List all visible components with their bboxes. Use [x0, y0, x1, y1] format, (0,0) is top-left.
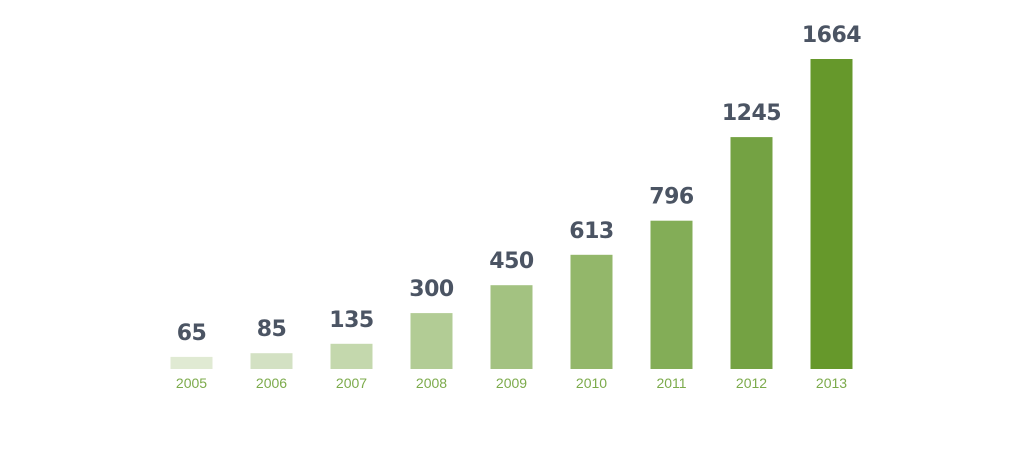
x-tick-label-2009: 2009 — [496, 375, 527, 391]
value-label-2009: 450 — [489, 249, 534, 274]
value-label-2008: 300 — [409, 277, 454, 302]
bar-2007 — [330, 343, 373, 369]
value-label-2005: 65 — [177, 321, 207, 346]
value-label-2006: 85 — [257, 317, 287, 342]
x-tick-label-2011: 2011 — [656, 375, 686, 391]
value-label-2011: 796 — [649, 185, 694, 210]
value-label-2013: 1664 — [802, 23, 861, 48]
x-tick-labels-group: 2005 2006 2007 2008 2009 2010 2011 2012 2013 — [176, 375, 847, 391]
x-tick-label-2005: 2005 — [176, 375, 207, 391]
bars-group — [170, 59, 853, 369]
value-labels-group: 65 85 135 300 450 613 796 1245 1664 — [177, 23, 862, 346]
x-tick-label-2006: 2006 — [256, 375, 287, 391]
x-tick-label-2007: 2007 — [336, 375, 367, 391]
x-tick-label-2013: 2013 — [816, 375, 847, 391]
bar-2011 — [650, 220, 693, 369]
bar-2013 — [810, 59, 853, 369]
x-tick-label-2010: 2010 — [576, 375, 607, 391]
bar-2006 — [250, 353, 293, 369]
value-label-2012: 1245 — [722, 101, 781, 126]
bar-2005 — [170, 356, 213, 369]
bar-2008 — [410, 313, 453, 369]
value-label-2010: 613 — [569, 219, 613, 244]
bar-2009 — [490, 285, 533, 369]
value-label-2007: 135 — [329, 308, 373, 333]
bar-2010 — [570, 254, 613, 369]
x-tick-label-2008: 2008 — [416, 375, 447, 391]
x-tick-label-2012: 2012 — [736, 375, 767, 391]
bar-2012 — [730, 137, 773, 369]
